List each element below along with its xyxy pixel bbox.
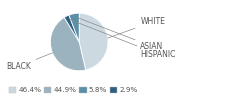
Text: WHITE: WHITE bbox=[108, 17, 165, 38]
Text: HISPANIC: HISPANIC bbox=[70, 20, 176, 59]
Wedge shape bbox=[69, 13, 79, 42]
Wedge shape bbox=[79, 13, 108, 70]
Legend: 46.4%, 44.9%, 5.8%, 2.9%: 46.4%, 44.9%, 5.8%, 2.9% bbox=[6, 84, 141, 96]
Text: BLACK: BLACK bbox=[6, 53, 53, 71]
Wedge shape bbox=[50, 17, 86, 71]
Wedge shape bbox=[64, 15, 79, 42]
Text: ASIAN: ASIAN bbox=[77, 18, 164, 51]
